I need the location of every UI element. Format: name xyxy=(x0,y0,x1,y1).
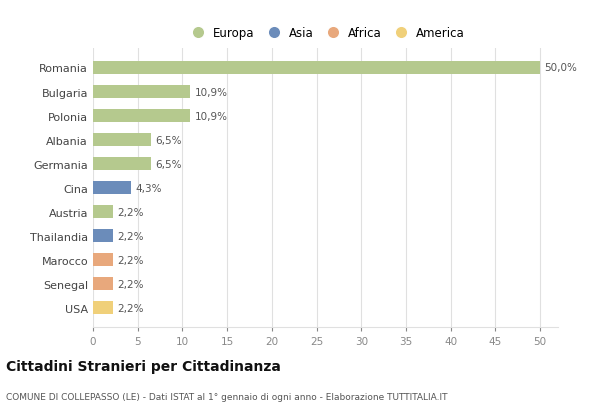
Bar xyxy=(93,110,190,123)
Bar xyxy=(93,277,113,290)
Text: 6,5%: 6,5% xyxy=(155,135,182,145)
Text: 10,9%: 10,9% xyxy=(195,111,228,121)
Bar xyxy=(93,205,113,219)
Text: 2,2%: 2,2% xyxy=(117,207,143,217)
Text: COMUNE DI COLLEPASSO (LE) - Dati ISTAT al 1° gennaio di ogni anno - Elaborazione: COMUNE DI COLLEPASSO (LE) - Dati ISTAT a… xyxy=(6,392,448,401)
Text: 50,0%: 50,0% xyxy=(545,63,577,73)
Text: 6,5%: 6,5% xyxy=(155,159,182,169)
Legend: Europa, Asia, Africa, America: Europa, Asia, Africa, America xyxy=(184,25,467,42)
Bar xyxy=(93,229,113,243)
Text: 4,3%: 4,3% xyxy=(136,183,163,193)
Bar xyxy=(93,301,113,315)
Bar xyxy=(93,62,540,75)
Bar xyxy=(93,157,151,171)
Bar xyxy=(93,182,131,195)
Text: 2,2%: 2,2% xyxy=(117,303,143,313)
Bar xyxy=(93,254,113,267)
Text: 2,2%: 2,2% xyxy=(117,279,143,289)
Text: 10,9%: 10,9% xyxy=(195,87,228,97)
Text: 2,2%: 2,2% xyxy=(117,255,143,265)
Bar xyxy=(93,134,151,147)
Bar xyxy=(93,86,190,99)
Text: 2,2%: 2,2% xyxy=(117,231,143,241)
Text: Cittadini Stranieri per Cittadinanza: Cittadini Stranieri per Cittadinanza xyxy=(6,359,281,373)
